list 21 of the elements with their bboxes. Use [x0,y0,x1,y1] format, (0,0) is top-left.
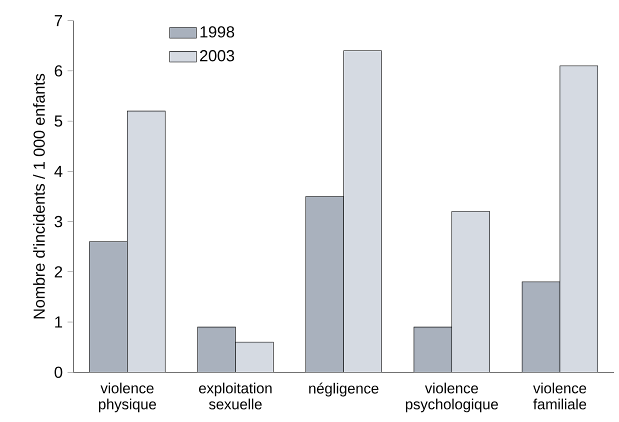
y-tick-label: 5 [54,116,62,127]
y-tick-label: 2 [54,266,62,278]
bar [414,327,452,372]
legend-label: 2003 [200,50,234,62]
bar [306,196,344,372]
legend-label: 1998 [200,26,234,38]
y-tick-label: 4 [54,166,62,178]
y-tick-label: 7 [54,15,62,26]
x-tick-label: violence physique [98,382,156,413]
x-tick-label: violence familiale [533,382,586,410]
y-tick-label: 6 [54,65,62,77]
x-tick-label: violence psychologique [406,382,498,413]
y-tick-label: 3 [54,216,62,228]
bar [89,242,128,372]
bar [522,282,560,372]
bar [198,327,236,372]
y-tick-label: 1 [55,316,62,328]
x-tick-label: négligence [309,382,378,397]
y-axis-title: Nombre d'incidents / 1 000 enfants [33,74,45,319]
y-tick-label: 0 [54,366,62,378]
x-tick-label: exploitation sexuelle [199,382,272,410]
